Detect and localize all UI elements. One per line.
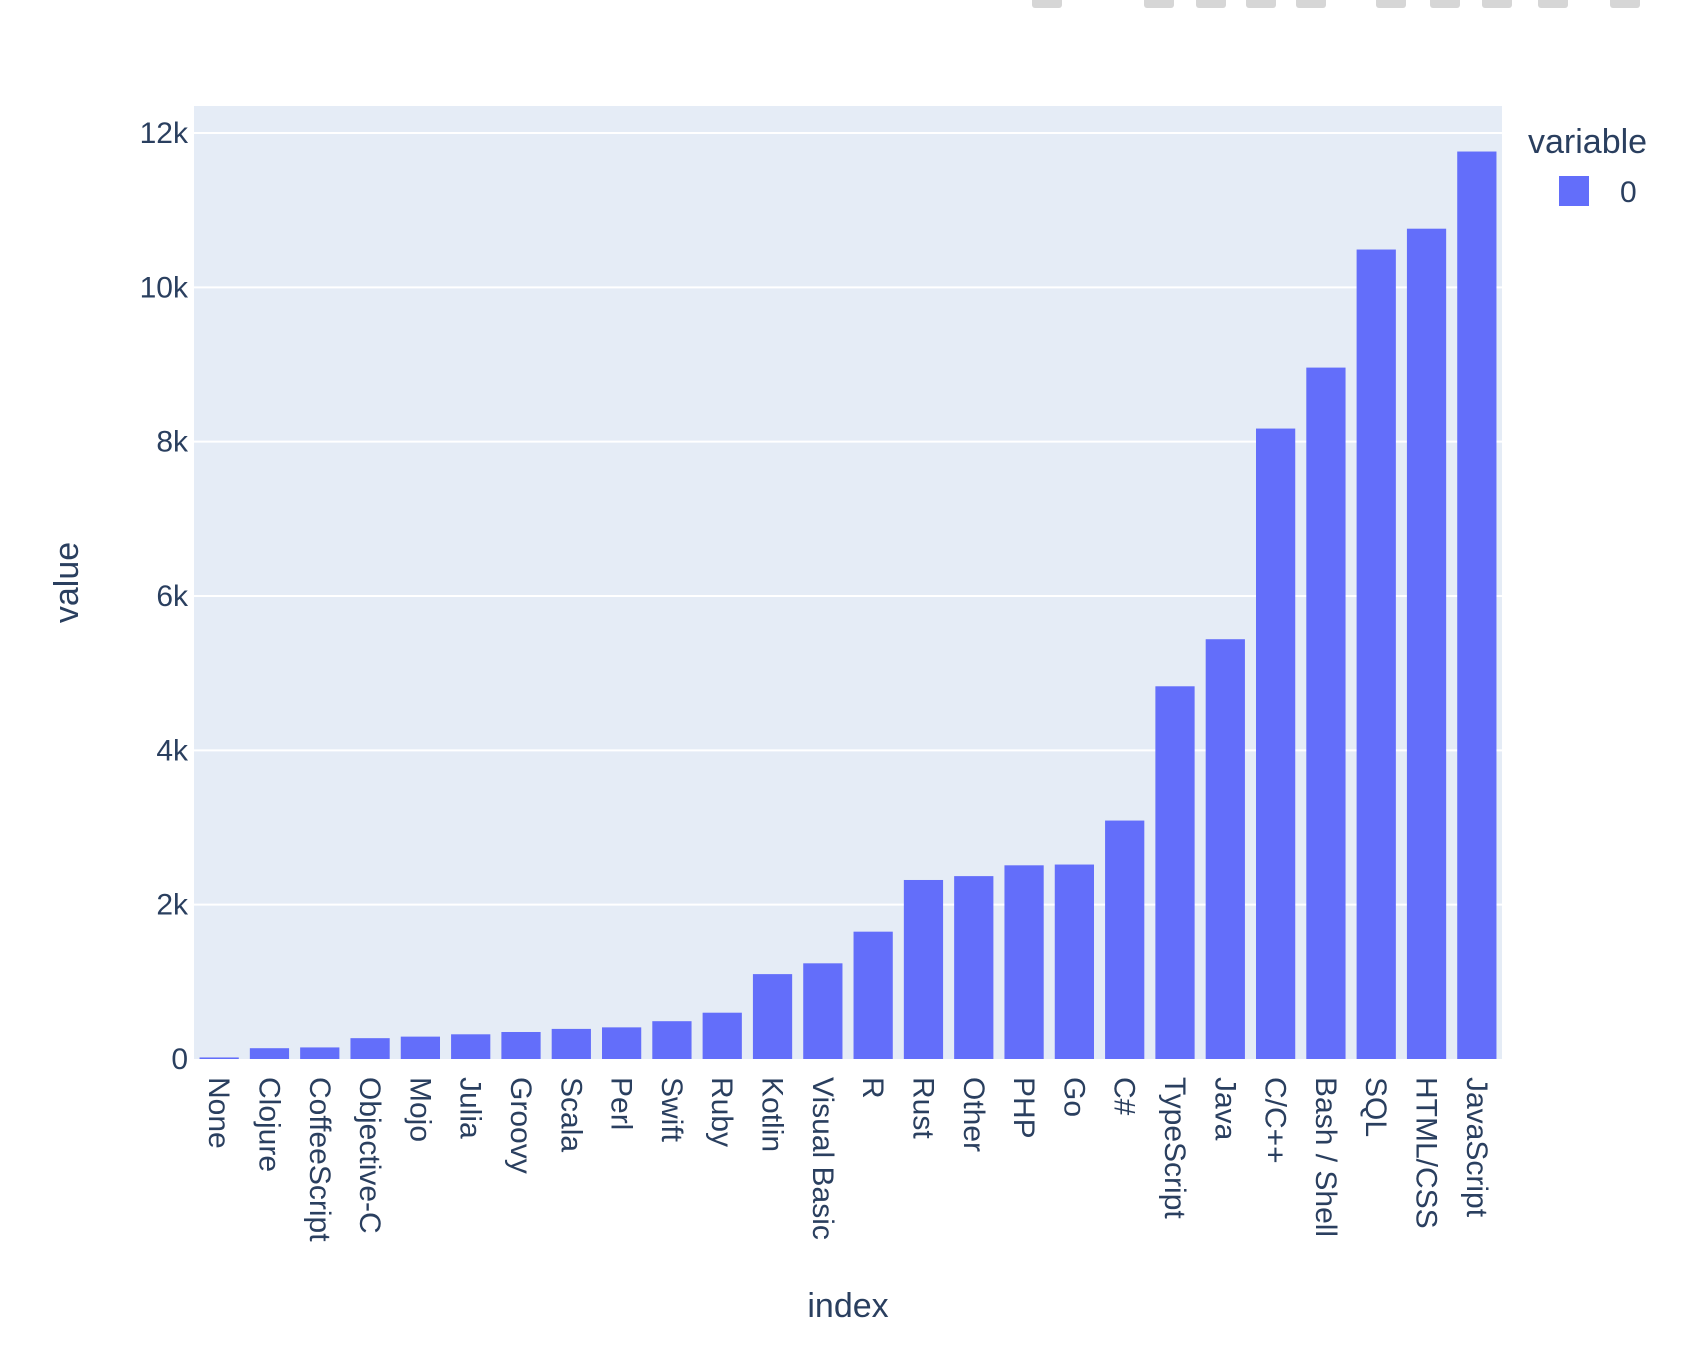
bar-rust[interactable] xyxy=(903,879,944,1059)
x-tick-label: Groovy xyxy=(504,1077,537,1174)
bar-c-c-[interactable] xyxy=(1255,428,1296,1059)
lasso-select-icon[interactable] xyxy=(1296,0,1326,8)
x-tick-label: Other xyxy=(957,1077,990,1152)
x-tick-label: Rust xyxy=(906,1077,939,1139)
bar-typescript[interactable] xyxy=(1155,686,1195,1059)
y-tick-label: 4k xyxy=(156,734,189,767)
x-tick-label: R xyxy=(856,1077,889,1099)
bar-html-css[interactable] xyxy=(1406,228,1447,1060)
bar-bash-shell[interactable] xyxy=(1306,367,1346,1059)
bar-mojo[interactable] xyxy=(400,1036,441,1059)
camera-icon[interactable] xyxy=(1032,0,1062,8)
bar-other[interactable] xyxy=(954,876,994,1059)
x-tick-label: JavaScript xyxy=(1460,1077,1493,1218)
x-tick-label: TypeScript xyxy=(1158,1077,1191,1219)
x-tick-label: Java xyxy=(1208,1077,1241,1141)
x-tick-label: None xyxy=(202,1077,235,1149)
x-tick-label: Julia xyxy=(454,1077,487,1139)
bar-julia[interactable] xyxy=(451,1034,491,1059)
x-tick-label: Go xyxy=(1057,1077,1090,1117)
x-tick-label: CoffeeScript xyxy=(303,1077,336,1242)
bar-kotlin[interactable] xyxy=(752,974,793,1059)
bars xyxy=(199,151,1497,1060)
y-tick-label: 10k xyxy=(140,271,189,304)
bar-visual-basic[interactable] xyxy=(803,963,843,1059)
y-axis-title: value xyxy=(48,542,86,623)
y-tick-label: 0 xyxy=(171,1043,188,1076)
modebar xyxy=(1020,0,1706,12)
plot-area xyxy=(194,106,1502,1059)
legend[interactable]: variable 0 xyxy=(1528,123,1647,209)
x-tick-label: SQL xyxy=(1359,1077,1392,1137)
zoom-icon[interactable] xyxy=(1144,0,1174,8)
x-tick-label: Mojo xyxy=(403,1077,436,1142)
bar-javascript[interactable] xyxy=(1457,151,1497,1059)
bar-none[interactable] xyxy=(199,1057,239,1059)
bar-scala[interactable] xyxy=(551,1028,591,1059)
bar-swift[interactable] xyxy=(652,1021,692,1059)
bar-c-[interactable] xyxy=(1105,820,1145,1059)
x-tick-label: Kotlin xyxy=(756,1077,789,1152)
plotly-logo-icon[interactable] xyxy=(1610,0,1640,8)
x-axis-title: index xyxy=(807,1287,888,1325)
bar-objective-c[interactable] xyxy=(350,1038,390,1059)
zoom-out-icon[interactable] xyxy=(1430,0,1460,8)
bar-go[interactable] xyxy=(1054,864,1095,1059)
y-tick-label: 12k xyxy=(140,117,189,150)
x-axis-ticks: None Clojure CoffeeScript Objective-C Mojo Ju… xyxy=(202,1077,1493,1242)
x-tick-label: Scala xyxy=(554,1077,587,1152)
x-tick-label: Bash / Shell xyxy=(1309,1077,1342,1237)
y-tick-label: 6k xyxy=(156,580,189,613)
reset-axes-icon[interactable] xyxy=(1538,0,1568,8)
x-tick-label: Clojure xyxy=(252,1077,285,1172)
legend-swatch[interactable] xyxy=(1559,176,1589,206)
bar-groovy[interactable] xyxy=(501,1031,541,1059)
bar-ruby[interactable] xyxy=(702,1012,742,1059)
y-axis-ticks: 0 2k 4k 6k 8k 10k 12k xyxy=(140,117,189,1076)
x-tick-label: Ruby xyxy=(705,1077,738,1147)
x-tick-label: Visual Basic xyxy=(806,1077,839,1240)
bar-clojure[interactable] xyxy=(249,1048,290,1059)
bar-sql[interactable] xyxy=(1356,249,1396,1059)
autoscale-icon[interactable] xyxy=(1482,0,1512,8)
y-tick-label: 8k xyxy=(156,426,189,459)
x-tick-label: Swift xyxy=(655,1077,688,1143)
zoom-in-icon[interactable] xyxy=(1376,0,1406,8)
legend-item-label[interactable]: 0 xyxy=(1620,176,1637,209)
x-tick-label: C# xyxy=(1108,1077,1141,1116)
y-tick-label: 2k xyxy=(156,889,189,922)
box-select-icon[interactable] xyxy=(1246,0,1276,8)
x-tick-label: Objective-C xyxy=(353,1077,386,1234)
bar-php[interactable] xyxy=(1004,865,1044,1059)
x-tick-label: HTML/CSS xyxy=(1410,1077,1443,1229)
x-tick-label: PHP xyxy=(1007,1077,1040,1139)
bar-r[interactable] xyxy=(853,931,893,1059)
x-tick-label: C/C++ xyxy=(1259,1077,1292,1164)
bar-perl[interactable] xyxy=(601,1027,642,1059)
bar-coffeescript[interactable] xyxy=(300,1047,340,1059)
legend-title: variable xyxy=(1528,123,1647,161)
x-tick-label: Perl xyxy=(605,1077,638,1130)
pan-icon[interactable] xyxy=(1196,0,1226,8)
bar-java[interactable] xyxy=(1205,639,1245,1059)
